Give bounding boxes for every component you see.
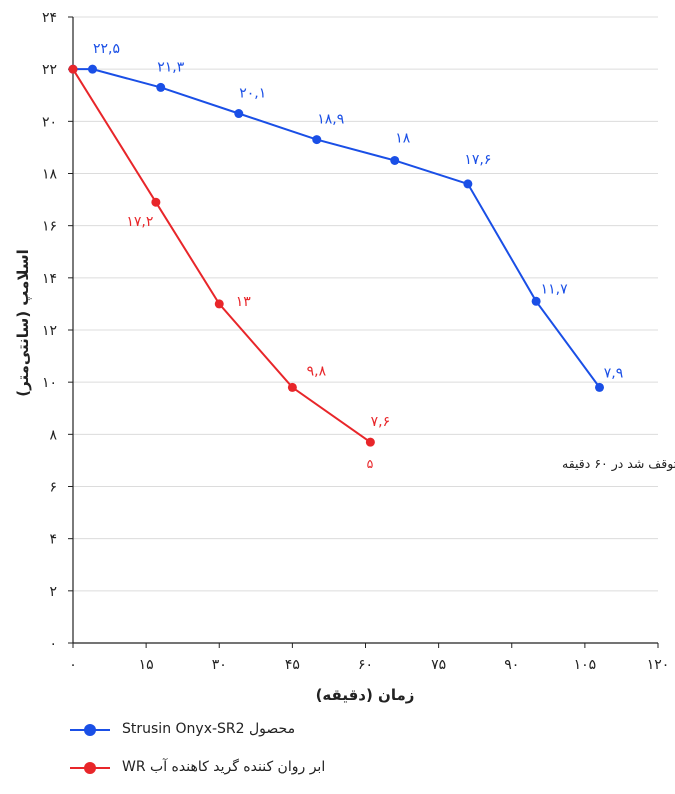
test-stopped-annotation: تست متوقف شد در ۶۰ دقیقه [562,456,675,472]
y-tick-label: ۱۶ [42,219,57,235]
data-label-series-2: ۹,۸ [307,363,327,379]
data-point-series-1 [88,64,97,74]
data-label-series-2: ۷,۶ [371,414,391,430]
data-point-series-1 [312,135,322,145]
y-tick-label: ۱۲ [42,323,57,339]
data-point-series-2 [365,437,375,447]
grid-lines [73,16,658,592]
data-point-series-1 [595,382,604,392]
legend-marker-blue [84,724,96,736]
legend-label-series-2: ابر روان کننده گرید کاهنده آب WR [122,759,326,775]
data-label-series-2: ۱۳ [236,294,252,310]
data-label-series-2: ۱۷,۲ [126,214,153,230]
data-label-series-1: ۷,۹ [604,365,624,381]
data-label-series-1: ۱۸,۹ [317,112,344,128]
y-tick-label: ۱۰ [42,375,57,391]
data-point-series-2 [214,299,224,309]
x-tick-label: ۶۰ [358,657,373,673]
x-tick-label: ۰ [69,657,77,673]
series-layer [68,64,604,447]
y-tick-label: ۴ [49,532,57,548]
x-tick-label: ۳۰ [212,657,227,673]
x-tick-label: ۱۵ [139,657,154,673]
y-tick-label: ۱۸ [42,167,58,183]
x-tick-labels: ۰ ۱۵ ۳۰ ۴۵ ۶۰ ۷۵ ۹۰ ۱۰۵ ۱۲۰ [69,657,669,673]
data-point-series-1 [156,82,166,92]
x-tick-label: ۱۲۰ [647,657,670,673]
x-tick-label: ۱۰۵ [574,657,597,673]
data-labels: ۲۲,۵ ۲۱,۳ ۲۰,۱ ۱۸,۹ ۱۸ ۱۷,۶ ۱۱,۷ ۷,۹ ۱۷,۲ ۱۳ ۹,۸ ۷,… [93,41,623,430]
data-label-series-1: ۲۱,۳ [157,59,184,75]
data-label-series-1: ۱۱,۷ [541,281,568,297]
y-tick-label: ۲ [49,584,57,600]
y-axis-title: اسلامپ (سانتی‌متر) [14,249,32,396]
data-label-series-1: ۱۷,۶ [464,152,491,168]
data-point-series-1 [463,179,473,189]
y-tick-label: ۱۴ [42,271,57,287]
y-tick-label: ۲۴ [42,10,57,26]
data-point-series-1 [531,296,541,306]
x-tick-label: ۷۵ [431,657,446,673]
x-tick-label: ۴۵ [285,657,300,673]
data-point-series-1 [390,155,400,165]
data-point-series-2 [151,197,161,207]
y-tick-label: ۲۲ [42,62,57,78]
y-tick-label: ۰ [49,636,57,652]
data-label-series-1: ۱۸ [395,130,411,146]
data-label-series-1: ۲۰,۱ [239,86,266,102]
data-point-series-1 [234,109,244,119]
annotation-red-number: ۵ [367,456,374,471]
y-tick-label: ۸ [49,427,57,443]
slump-line-chart: ۰ ۱۵ ۳۰ ۴۵ ۶۰ ۷۵ ۹۰ ۱۰۵ ۱۲۰ ۰۲۴۶۸۱۰۱۲۱۴۱۶۱۸۲۰۲۲۲… [14,10,675,704]
axes [68,16,659,648]
data-point-series-2 [68,64,78,74]
legend-label-series-1: محصول Strusin Onyx-SR2 [122,721,296,737]
y-tick-label: ۲۰ [42,114,57,130]
legend-marker-red [84,762,96,774]
y-tick-label: ۶ [49,480,57,496]
data-point-series-2 [287,382,297,392]
data-label-series-1: ۲۲,۵ [93,41,120,57]
x-axis-title: زمان (دقیقه) [316,686,415,704]
annotation-dark-text: تست متوقف شد در ۶۰ دقیقه [562,456,675,472]
x-tick-label: ۹۰ [504,657,519,673]
